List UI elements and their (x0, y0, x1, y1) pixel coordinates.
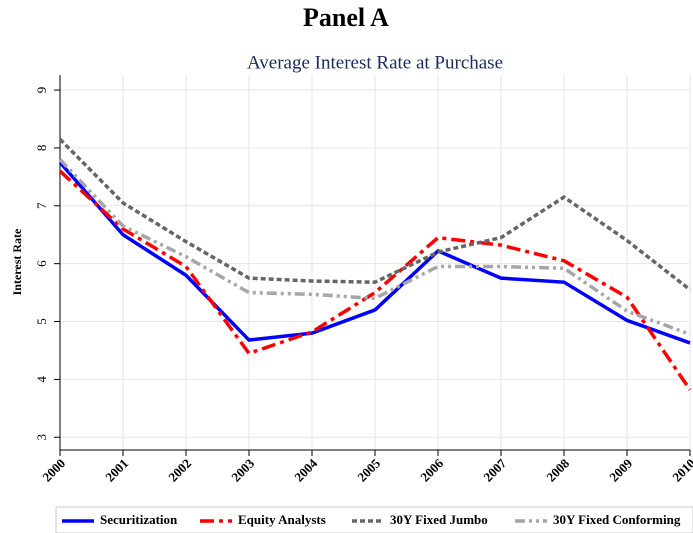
y-tick-label: 8 (34, 145, 49, 152)
y-tick-label: 6 (34, 260, 49, 267)
y-tick-label: 7 (34, 202, 49, 209)
x-tick-label: 2002 (165, 456, 194, 485)
x-tick-label: 2008 (543, 455, 572, 484)
x-tick-label: 2006 (417, 455, 446, 484)
legend-label: Securitization (100, 512, 178, 527)
y-tick-label: 9 (34, 87, 49, 94)
x-tick-label: 2000 (39, 456, 68, 485)
x-tick-label: 2004 (291, 455, 320, 484)
x-tick-label: 2009 (606, 455, 635, 484)
x-tick-label: 2005 (354, 455, 383, 484)
series-line (58, 161, 691, 345)
panel-title: Panel A (303, 3, 389, 32)
legend-label: 30Y Fixed Jumbo (390, 512, 488, 527)
series-line (58, 158, 691, 336)
x-tick-label: 2007 (480, 455, 509, 484)
chart-subtitle: Average Interest Rate at Purchase (247, 52, 503, 73)
legend-label: 30Y Fixed Conforming (553, 512, 681, 527)
series-line (58, 169, 692, 391)
series-line (58, 138, 692, 292)
x-tick-label: 2010 (669, 456, 693, 485)
legend-box (55, 506, 693, 533)
y-tick-label: 3 (34, 434, 49, 441)
y-axis-label: Interest Rate (10, 228, 24, 295)
legend-label: Equity Analysts (238, 512, 326, 527)
y-tick-label: 4 (34, 376, 49, 383)
x-tick-label: 2001 (102, 456, 131, 485)
y-tick-label: 5 (34, 318, 49, 325)
x-tick-label: 2003 (228, 455, 257, 484)
